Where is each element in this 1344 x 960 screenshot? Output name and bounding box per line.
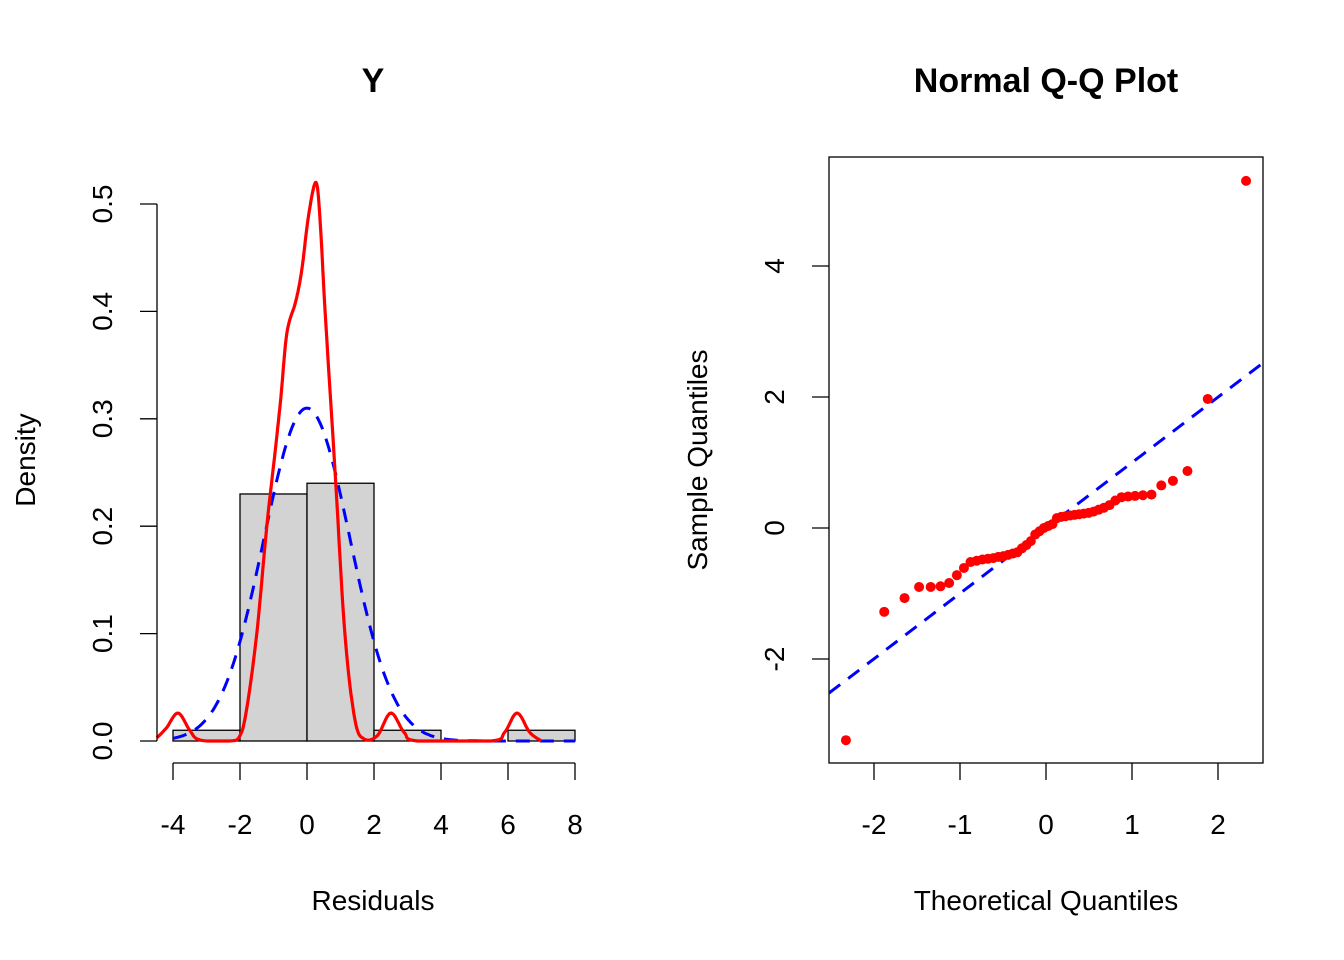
- x-tick-label: 2: [1210, 809, 1226, 840]
- qq-point: [1202, 393, 1213, 404]
- x-tick-label: 6: [500, 809, 516, 840]
- plot-frame: [828, 156, 1264, 764]
- y-tick-label: 0.5: [87, 185, 118, 224]
- qq-point: [1130, 490, 1141, 501]
- qq-point: [899, 593, 910, 604]
- histogram-bar: [306, 482, 375, 742]
- qq-point: [1156, 480, 1167, 491]
- y-tick-label: -2: [759, 647, 790, 672]
- qq-point: [925, 581, 936, 592]
- y-tick-label: 4: [759, 258, 790, 274]
- qq-point: [914, 581, 925, 592]
- qq-panel: -2 -1 0 1 2 -2 0 2 4: [759, 156, 1264, 840]
- qq-ylabel: Sample Quantiles: [682, 349, 713, 570]
- normal-density-curve: [172, 406, 575, 743]
- qq-point: [944, 578, 955, 589]
- y-tick-label: 2: [759, 389, 790, 405]
- x-tick-label: -2: [862, 809, 887, 840]
- qq-point: [840, 735, 851, 746]
- y-tick-label: 0.2: [87, 507, 118, 546]
- hist-ylabel: Density: [10, 413, 41, 506]
- x-tick-label: 2: [366, 809, 382, 840]
- x-tick-label: 0: [1038, 809, 1054, 840]
- y-tick-label: 0.3: [87, 399, 118, 438]
- histogram-panel: -4 -2 0 2 4 6 8 0.0 0.1 0.2 0.3 0.4 0.5: [87, 180, 583, 840]
- qq-point: [951, 570, 962, 581]
- qq-point: [1241, 175, 1252, 186]
- qq-point: [935, 581, 946, 592]
- qq-point: [958, 562, 969, 573]
- qq-point: [1182, 466, 1193, 477]
- qq-xlabel: Theoretical Quantiles: [914, 885, 1179, 916]
- hist-xlabel: Residuals: [312, 885, 435, 916]
- y-tick-label: 0.4: [87, 292, 118, 331]
- x-tick-label: 8: [567, 809, 583, 840]
- qq-point: [1137, 490, 1148, 501]
- x-tick-label: 4: [433, 809, 449, 840]
- hist-title: Y: [362, 62, 385, 100]
- qq-point: [1167, 475, 1178, 486]
- x-tick-label: 1: [1124, 809, 1140, 840]
- qq-title: Normal Q-Q Plot: [914, 62, 1178, 100]
- y-tick-label: 0.0: [87, 722, 118, 761]
- y-tick-label: 0: [759, 520, 790, 536]
- x-tick-label: -1: [948, 809, 973, 840]
- qq-point: [1146, 489, 1157, 500]
- histogram-bar: [239, 493, 308, 742]
- qq-point: [879, 606, 890, 617]
- y-tick-label: 0.1: [87, 614, 118, 653]
- x-tick-label: -4: [161, 809, 186, 840]
- x-tick-label: 0: [299, 809, 315, 840]
- kernel-density-curve: [155, 180, 543, 743]
- x-tick-label: -2: [228, 809, 253, 840]
